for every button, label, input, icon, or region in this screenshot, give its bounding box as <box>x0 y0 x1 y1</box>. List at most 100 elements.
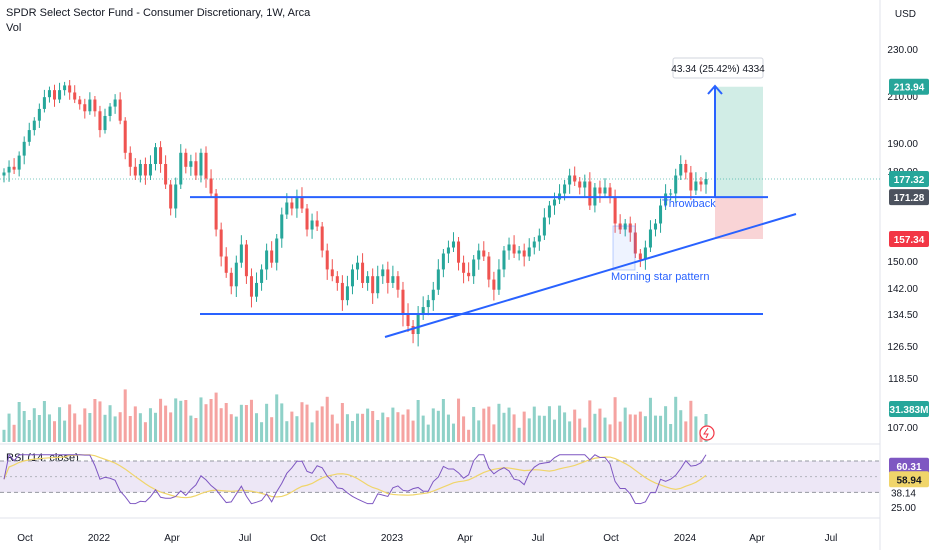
volume-bar <box>148 408 152 442</box>
volume-bar <box>224 403 228 442</box>
volume-bar <box>310 422 314 442</box>
candle <box>401 289 405 314</box>
volume-bar <box>669 424 673 442</box>
volume-bar <box>532 406 536 442</box>
volume-bar <box>356 413 360 442</box>
volume-bar <box>487 406 491 442</box>
volume-bar <box>689 400 693 442</box>
rsi-badge <box>889 471 929 488</box>
candle <box>184 152 188 167</box>
candle <box>285 202 289 215</box>
volume-bar <box>628 414 632 442</box>
candle <box>421 307 425 314</box>
candle <box>2 172 6 176</box>
price-tick: 190.00 <box>887 139 918 150</box>
candle <box>366 276 370 283</box>
volume-bar <box>502 412 506 442</box>
rsi-badge-text: 58.94 <box>896 475 921 486</box>
time-tick: Apr <box>164 533 180 544</box>
candle <box>234 262 238 287</box>
volume-bar <box>436 410 440 442</box>
volume-bar <box>88 413 92 442</box>
candle <box>542 217 546 236</box>
volume-bar <box>108 405 112 442</box>
volume-bar <box>335 423 339 442</box>
volume-bar <box>558 405 562 442</box>
candle <box>482 250 486 257</box>
price-badge-text: 213.94 <box>894 83 925 94</box>
volume-bar <box>547 406 551 442</box>
price-tick: 210.00 <box>887 92 918 103</box>
candle <box>396 276 400 290</box>
volume-bar <box>300 402 304 442</box>
volume-bar <box>184 400 188 442</box>
candle <box>391 276 395 283</box>
volume-bar <box>2 429 6 442</box>
volume-bar <box>229 414 233 442</box>
volume-bar <box>179 400 183 442</box>
candle <box>350 269 354 287</box>
candle <box>467 272 471 277</box>
candle <box>608 187 612 197</box>
volume-bar <box>194 418 198 442</box>
volume-bar <box>260 422 264 442</box>
candle <box>32 120 36 131</box>
candle <box>340 282 344 301</box>
candle <box>229 272 233 287</box>
candle <box>73 92 77 100</box>
candle <box>451 241 455 248</box>
candle <box>295 196 299 209</box>
candle <box>552 199 557 206</box>
price-tick: 134.50 <box>887 310 918 321</box>
candle <box>371 276 375 294</box>
price-tick: 118.50 <box>888 374 918 385</box>
candle <box>315 220 319 227</box>
candle <box>270 250 274 263</box>
candle <box>335 276 339 283</box>
volume-bar <box>239 404 243 442</box>
price-badge-text: 177.32 <box>894 175 925 186</box>
candle <box>78 99 82 105</box>
volume-bar <box>164 405 168 442</box>
candle <box>664 193 668 206</box>
candle <box>194 161 198 176</box>
price-tick: 107.00 <box>887 423 918 434</box>
candle <box>189 161 193 167</box>
volume-bar <box>153 412 158 442</box>
volume-bar <box>381 412 385 442</box>
volume-bar <box>472 407 476 442</box>
candle <box>537 235 541 242</box>
price-badge <box>889 78 929 95</box>
candle <box>249 276 253 297</box>
volume-bar <box>27 420 31 442</box>
measure-label-box <box>672 57 764 79</box>
volume-bar <box>401 414 405 442</box>
volume-bar <box>12 424 16 442</box>
uptrend-line <box>384 213 797 338</box>
volume-bar <box>189 415 193 442</box>
candle <box>356 262 360 270</box>
candle <box>265 250 269 270</box>
price-badge <box>889 401 929 417</box>
candle <box>643 247 647 260</box>
measure-label: 43.34 (25.42%) 4334 <box>671 64 765 75</box>
candle <box>694 181 698 191</box>
candle <box>527 247 531 257</box>
candle <box>128 152 132 167</box>
price-badge-text: 171.28 <box>894 193 925 204</box>
candle <box>674 175 678 194</box>
candle <box>603 187 607 194</box>
candle <box>138 164 142 176</box>
candle <box>103 115 107 131</box>
volume-bar <box>42 401 46 442</box>
volume-bar <box>477 420 481 442</box>
candle <box>22 141 26 156</box>
volume-bar <box>391 407 395 442</box>
volume-bar <box>93 399 97 442</box>
volume-bar <box>462 416 466 442</box>
candle <box>93 99 97 112</box>
candle <box>522 250 526 257</box>
candle <box>12 166 16 170</box>
candle <box>88 99 92 112</box>
